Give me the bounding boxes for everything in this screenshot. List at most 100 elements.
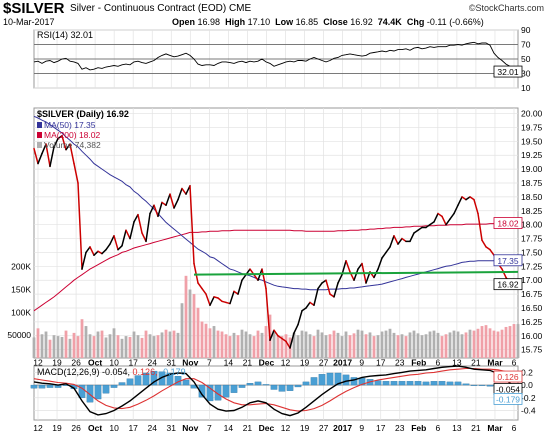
- price-tick-label: 19.75: [521, 122, 543, 132]
- macd-x-tick-label: 17: [376, 423, 386, 433]
- volume-bar: [496, 331, 500, 358]
- volume-bar: [332, 330, 336, 358]
- volume-bar: [212, 326, 216, 358]
- price-line-segment: [277, 335, 283, 340]
- volume-bar: [180, 303, 184, 358]
- quote-summary: Open 16.98 High 17.10 Low 16.85 Close 16…: [172, 17, 484, 27]
- price-panel-frame: [33, 107, 519, 359]
- price-x-tick-label: Dec: [259, 358, 275, 368]
- ma200-legend-swatch: [37, 132, 42, 138]
- price-line-segment: [101, 248, 107, 255]
- macd-x-tick-label: Feb: [411, 423, 426, 433]
- price-line-segment: [261, 268, 267, 290]
- macd-histogram-bar: [342, 374, 350, 386]
- macd-histogram-bar: [126, 378, 134, 386]
- volume-bar: [216, 330, 220, 358]
- price-tick-label: 19.25: [521, 150, 543, 160]
- volume-bar: [100, 330, 104, 358]
- ma50-legend-swatch: [37, 122, 42, 128]
- price-line-segment: [161, 201, 167, 206]
- volume-legend: Volume 74,382: [44, 140, 101, 150]
- price-last-value: 16.92: [497, 280, 519, 290]
- price-x-tick-label: 2017: [333, 358, 352, 368]
- rsi-last-value-box: [493, 65, 523, 78]
- macd-hist-last-value: -0.179: [496, 394, 520, 404]
- price-line-segment: [93, 250, 99, 256]
- macd-x-tick-label: 6: [512, 423, 517, 433]
- volume-bar: [420, 335, 424, 358]
- rsi-last-value: 32.01: [497, 67, 519, 77]
- macd-histogram-bar: [302, 381, 310, 386]
- price-line-segment: [197, 282, 203, 290]
- price-x-tick-label: 6: [512, 358, 517, 368]
- macd-histogram-bar: [118, 382, 126, 386]
- volume-bar: [196, 307, 200, 358]
- price-line-segment: [329, 293, 335, 298]
- price-line-segment: [229, 290, 235, 305]
- price-line-segment: [289, 332, 295, 349]
- volume-tick-label: 200K: [11, 262, 31, 272]
- price-line-segment: [489, 248, 495, 256]
- volume-bar: [96, 331, 100, 358]
- price-x-tick-label: 21: [243, 358, 253, 368]
- price-legend: $SILVER (Daily) 16.92: [37, 109, 129, 119]
- price-line-segment: [45, 143, 51, 168]
- volume-bar: [492, 330, 496, 358]
- macd-histogram-bar: [382, 381, 390, 386]
- volume-bar: [452, 330, 456, 358]
- volume-bar: [472, 330, 476, 358]
- change-value: -0.11 (-0.66%): [426, 17, 484, 27]
- price-line-segment: [81, 251, 87, 270]
- price-line-segment: [481, 239, 487, 248]
- volume-bar: [380, 331, 384, 358]
- price-line-segment: [393, 235, 399, 245]
- volume-bar: [224, 334, 228, 358]
- price-line-segment: [333, 282, 339, 298]
- price-tick-label: 16.25: [521, 317, 543, 327]
- price-line-segment: [265, 287, 271, 341]
- volume-bar: [232, 332, 236, 358]
- macd-histogram-bar: [350, 377, 358, 386]
- price-line-segment: [313, 287, 319, 306]
- rsi-legend: RSI(14) 32.01: [37, 30, 93, 40]
- macd-legend-signal: 0.126,: [133, 367, 161, 377]
- macd-histogram-bar: [150, 370, 158, 386]
- macd-histogram-bar: [478, 384, 486, 386]
- price-line-segment: [445, 218, 451, 226]
- volume-bar: [292, 332, 296, 358]
- ma50-line: [33, 115, 518, 291]
- volume-bar: [160, 332, 164, 358]
- price-line-segment: [65, 143, 71, 151]
- volume-bar: [244, 331, 248, 358]
- description-text: Silver - Continuous Contract (EOD): [70, 3, 227, 14]
- macd-histogram-bar: [206, 384, 214, 402]
- macd-line: [33, 365, 519, 417]
- price-line-segment: [469, 196, 475, 201]
- macd-histogram-bar: [182, 379, 190, 386]
- volume-tick-label: 50000: [7, 330, 31, 340]
- macd-x-tick-label: 27: [319, 423, 329, 433]
- price-line-segment: [389, 235, 395, 248]
- chart-symbol: $SILVER: [3, 0, 65, 17]
- price-line-segment: [297, 310, 303, 326]
- open-label: Open: [172, 17, 196, 27]
- price-line-segment: [337, 273, 343, 284]
- volume-bar: [516, 324, 520, 358]
- volume-bar: [308, 334, 312, 358]
- ma200-last-value-box: [493, 217, 523, 229]
- volume-bar: [296, 335, 300, 358]
- volume-bar: [364, 334, 368, 358]
- macd-tick-label: 0.0: [521, 380, 533, 390]
- price-x-tick-label: Mar: [487, 358, 503, 368]
- volume-bar: [112, 328, 116, 358]
- macd-x-tick-label: 12: [33, 423, 43, 433]
- price-line-segment: [113, 235, 119, 251]
- price-line-segment: [433, 212, 439, 223]
- volume-bar: [156, 335, 160, 358]
- volume-bar: [416, 333, 420, 358]
- ma200-line: [33, 223, 518, 312]
- price-line-segment: [269, 329, 275, 341]
- volume-bar: [140, 337, 144, 358]
- price-x-tick-label: Oct: [88, 358, 102, 368]
- macd-histogram-bar: [318, 374, 326, 386]
